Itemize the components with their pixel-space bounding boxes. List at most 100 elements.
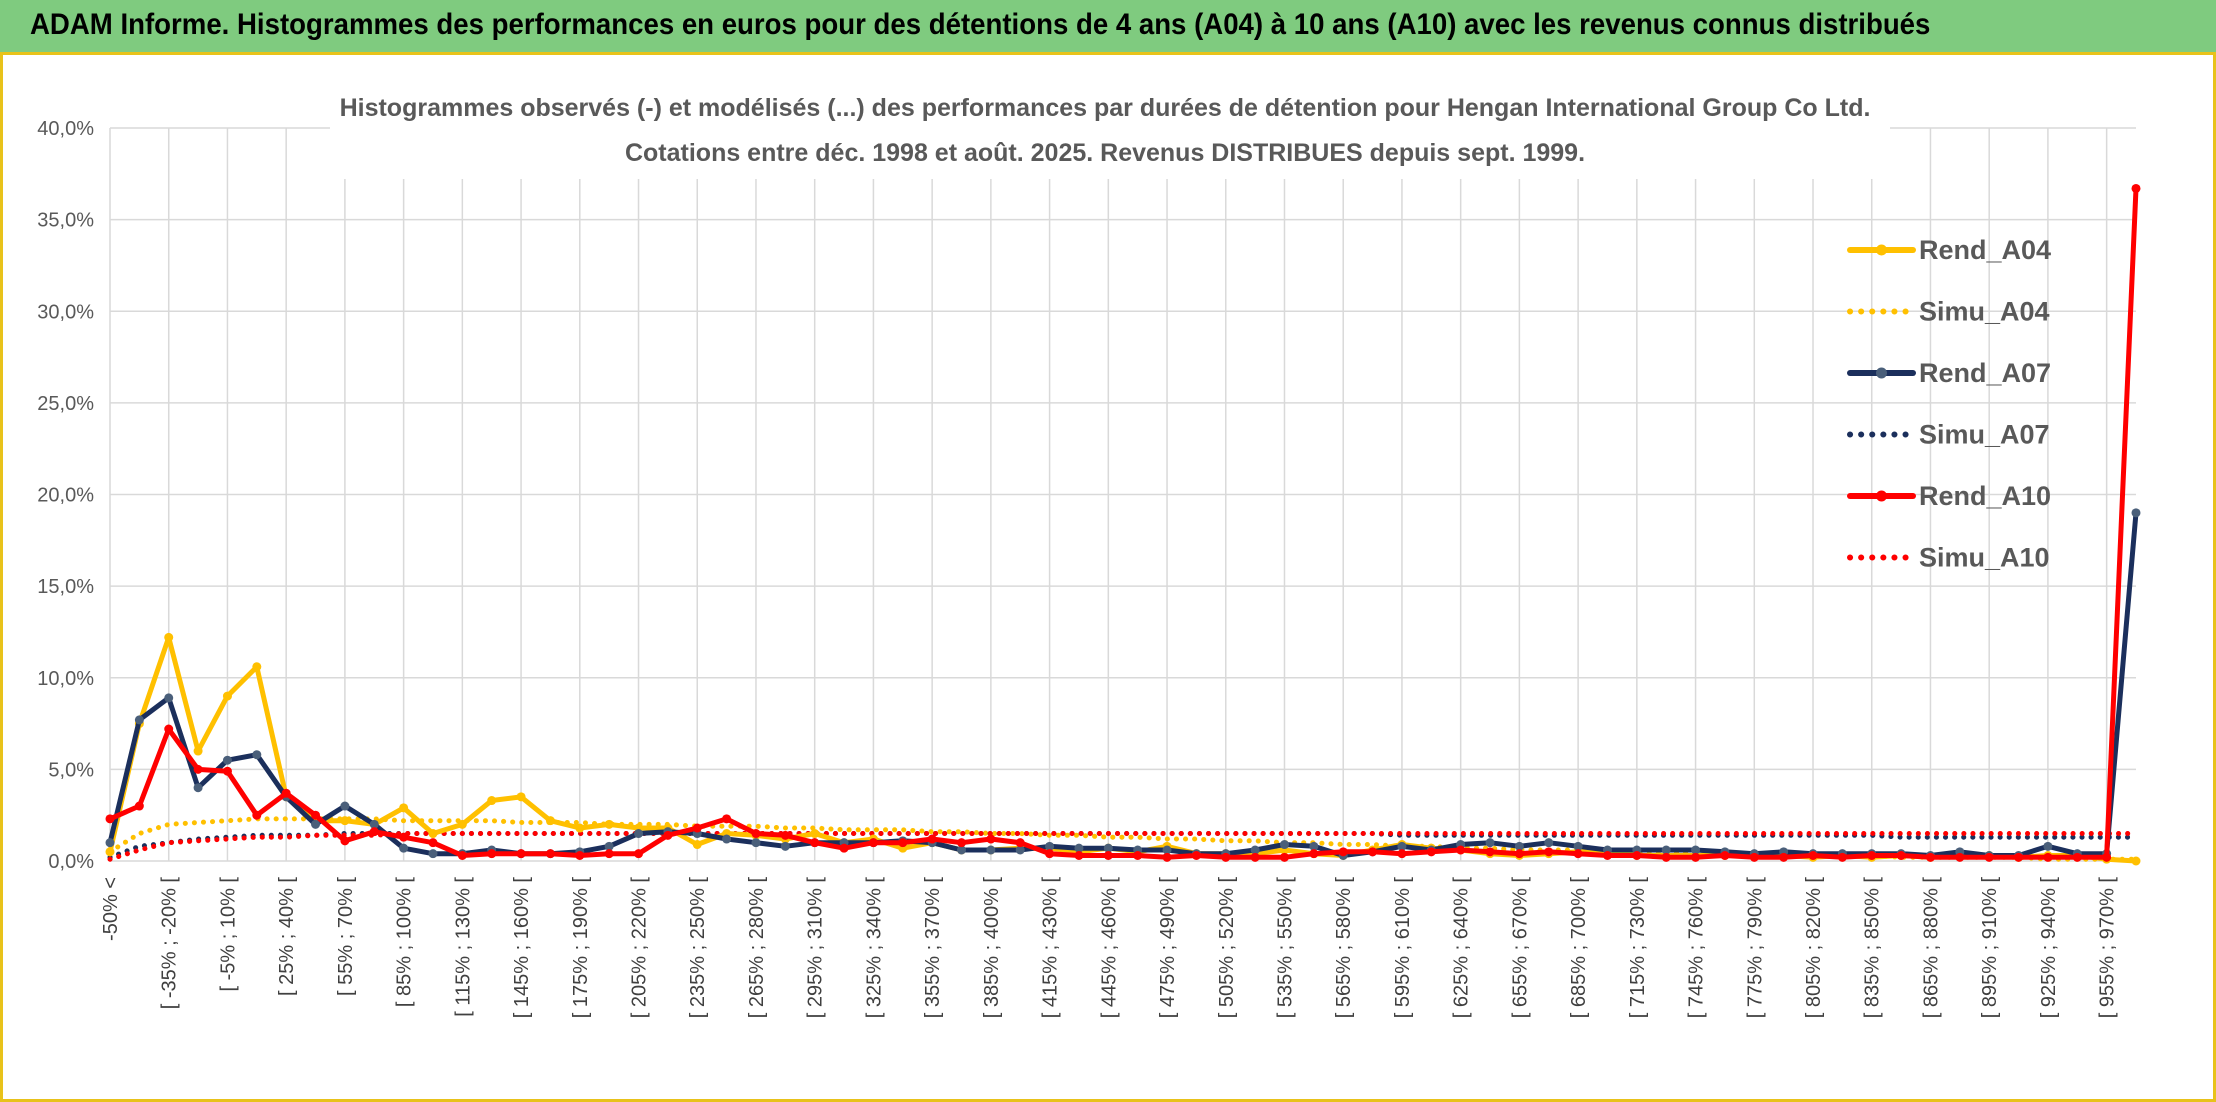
data-point-rend_a10 — [575, 851, 585, 861]
data-point-rend_a10 — [399, 832, 409, 842]
data-point-rend_a10 — [780, 830, 790, 840]
data-point-rend_a07 — [604, 841, 614, 851]
series-line-simu_a10 — [107, 831, 2139, 862]
data-point-rend_a10 — [2102, 852, 2112, 862]
data-point-rend_a10 — [545, 849, 555, 859]
data-point-rend_a07 — [780, 841, 790, 851]
data-point-rend_a10 — [1133, 851, 1143, 861]
legend-label: Simu_A07 — [1919, 420, 2050, 450]
header-banner: ADAM Informe. Histogrammes des performan… — [0, 0, 2216, 55]
data-point-rend_a04 — [2131, 856, 2141, 866]
data-point-rend_a04 — [399, 803, 409, 813]
data-point-rend_a07 — [1661, 845, 1671, 855]
data-point-rend_a04 — [105, 847, 115, 857]
data-point-rend_a04 — [810, 829, 820, 839]
data-point-rend_a07 — [399, 843, 409, 853]
y-tick-label: 0,0% — [48, 851, 94, 873]
y-tick-label: 15,0% — [37, 576, 94, 598]
data-point-rend_a07 — [1074, 843, 1084, 853]
data-point-rend_a10 — [986, 834, 996, 844]
data-point-rend_a10 — [1368, 847, 1378, 857]
data-point-rend_a10 — [1573, 849, 1583, 859]
legend-label: Rend_A04 — [1919, 235, 2051, 265]
data-point-rend_a10 — [810, 838, 820, 848]
data-point-rend_a07 — [1544, 838, 1554, 848]
chart-subtitle: Cotations entre déc. 1998 et août. 2025.… — [625, 139, 1585, 167]
x-tick-label: [ 115% ; 130% [ — [452, 877, 474, 1017]
data-point-rend_a10 — [868, 838, 878, 848]
x-tick-label: [ 265% ; 280% [ — [746, 877, 768, 1019]
data-point-rend_a04 — [692, 840, 702, 850]
data-point-rend_a04 — [164, 632, 174, 642]
data-point-rend_a04 — [604, 819, 614, 829]
legend-marker — [1876, 244, 1887, 256]
y-tick-label: 25,0% — [37, 393, 94, 415]
data-point-rend_a07 — [2043, 841, 2053, 851]
chart-title-background — [330, 83, 1890, 179]
x-tick-label: [ -5% ; 10% [ — [217, 877, 239, 992]
y-tick-label: 30,0% — [37, 301, 94, 323]
x-tick-label: [ 535% ; 550% [ — [1274, 877, 1296, 1019]
legend-label: Rend_A07 — [1919, 358, 2051, 388]
data-point-rend_a07 — [340, 801, 350, 811]
x-tick-label: [ 25% ; 40% [ — [276, 877, 298, 996]
data-point-rend_a07 — [252, 750, 262, 760]
x-tick-label: [ 235% ; 250% [ — [687, 877, 709, 1019]
data-point-rend_a10 — [1691, 852, 1701, 862]
data-point-rend_a07 — [1162, 845, 1172, 855]
x-tick-label: [ 145% ; 160% [ — [511, 877, 533, 1019]
series-line-rend_a07 — [107, 510, 2139, 858]
data-point-rend_a10 — [134, 801, 144, 811]
data-point-rend_a10 — [957, 838, 967, 848]
x-tick-label: [ 955% ; 970% [ — [2097, 877, 2119, 1019]
series-line-simu_a04 — [107, 816, 2139, 862]
data-point-rend_a07 — [1250, 845, 1260, 855]
data-point-rend_a10 — [516, 849, 526, 859]
data-point-rend_a10 — [1867, 851, 1877, 861]
x-tick-label: [ 925% ; 940% [ — [2038, 877, 2060, 1019]
data-point-rend_a10 — [1602, 851, 1612, 861]
data-point-rend_a10 — [1984, 852, 1994, 862]
data-point-rend_a07 — [369, 819, 379, 829]
x-tick-label: [ 205% ; 220% [ — [629, 877, 651, 1019]
x-axis-ticks: -50% < [ -35% ; -20% [[ -5% ; 10% [[ 25% … — [100, 877, 2119, 1019]
data-point-rend_a04 — [222, 691, 232, 701]
data-point-rend_a04 — [487, 796, 497, 806]
legend-label: Rend_A10 — [1919, 481, 2051, 511]
data-point-rend_a10 — [1338, 847, 1348, 857]
data-point-rend_a10 — [2014, 852, 2024, 862]
data-point-rend_a10 — [1191, 851, 1201, 861]
data-point-rend_a10 — [1015, 838, 1025, 848]
data-point-rend_a10 — [2131, 183, 2141, 193]
data-point-rend_a10 — [722, 814, 732, 824]
data-point-rend_a10 — [1397, 849, 1407, 859]
x-tick-label: [ 55% ; 70% [ — [335, 877, 357, 996]
data-point-rend_a07 — [1397, 841, 1407, 851]
chart-frame — [0, 55, 2216, 1102]
x-tick-label: -50% < — [100, 877, 122, 941]
data-point-rend_a10 — [1103, 851, 1113, 861]
data-point-rend_a10 — [839, 843, 849, 853]
data-point-rend_a10 — [1514, 849, 1524, 859]
data-point-rend_a07 — [1691, 845, 1701, 855]
x-tick-label: [ 685% ; 700% [ — [1568, 877, 1590, 1019]
x-tick-label: [ 355% ; 370% [ — [922, 877, 944, 1019]
data-point-rend_a10 — [1779, 852, 1789, 862]
data-point-rend_a10 — [487, 849, 497, 859]
data-point-rend_a04 — [516, 792, 526, 802]
x-tick-label: [ 85% ; 100% [ — [394, 877, 416, 1008]
data-point-rend_a04 — [252, 662, 262, 672]
data-point-rend_a10 — [1162, 852, 1172, 862]
data-point-rend_a10 — [2043, 852, 2053, 862]
data-point-rend_a07 — [751, 838, 761, 848]
x-tick-label: [ 715% ; 730% [ — [1627, 877, 1649, 1019]
x-tick-label: [ 805% ; 820% [ — [1803, 877, 1825, 1019]
data-point-rend_a10 — [193, 764, 203, 774]
data-point-rend_a07 — [134, 715, 144, 725]
data-point-rend_a10 — [1221, 852, 1231, 862]
series-line-rend_a04 — [107, 634, 2139, 864]
data-point-rend_a10 — [340, 836, 350, 846]
x-tick-label: [ 295% ; 310% [ — [805, 877, 827, 1019]
data-point-rend_a07 — [1309, 841, 1319, 851]
series-line-rend_a10 — [107, 186, 2139, 860]
